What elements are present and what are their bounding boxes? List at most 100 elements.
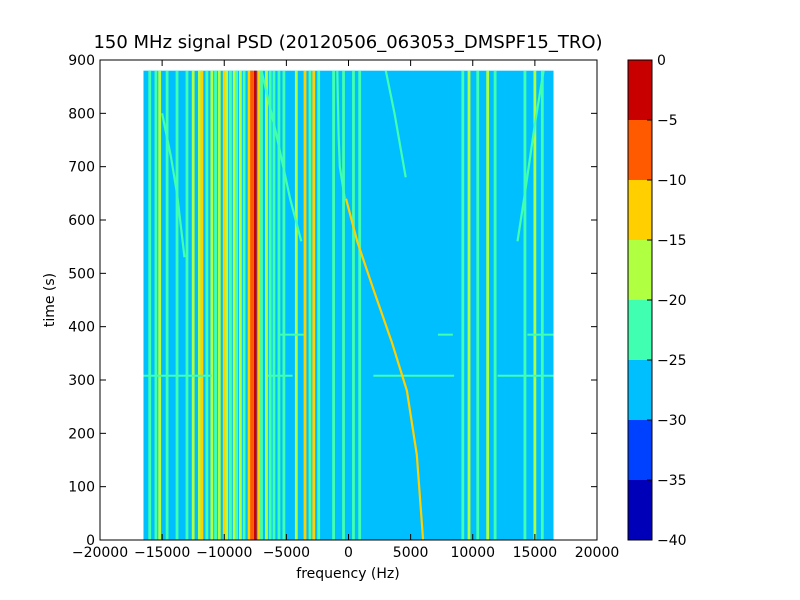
spectral-line xyxy=(257,70,261,541)
plot-area: −20000 −15000 −10000 −5000 0 5000 10000 15000 20… xyxy=(68,53,619,561)
spectral-line xyxy=(232,70,236,541)
spectral-line xyxy=(154,70,158,541)
y-tick-label: 900 xyxy=(68,53,95,69)
spectral-line xyxy=(493,70,497,541)
spectral-line xyxy=(317,70,321,541)
spectral-line xyxy=(260,70,263,541)
y-tick-label: 500 xyxy=(68,266,95,282)
spectral-line xyxy=(358,70,362,541)
spectral-line xyxy=(198,70,201,541)
x-tick-label: −10000 xyxy=(196,545,252,561)
y-axis-ticks: 0 100 200 300 400 500 600 700 800 900 xyxy=(68,53,597,549)
doppler-track xyxy=(516,70,545,242)
y-axis-label: time (s) xyxy=(42,273,58,327)
spectral-line xyxy=(294,70,298,541)
x-tick-label: 5000 xyxy=(393,545,429,561)
doppler-track xyxy=(336,70,346,199)
x-tick-label: 20000 xyxy=(575,545,620,561)
spectral-line xyxy=(225,70,229,541)
spectral-line xyxy=(214,70,217,541)
colorbar-band xyxy=(628,180,652,240)
x-tick-label: −5000 xyxy=(263,545,310,561)
spectral-line xyxy=(247,70,251,541)
spectral-line xyxy=(268,70,272,541)
horizontal-streak xyxy=(527,333,554,336)
colorbar-band xyxy=(628,240,652,300)
y-tick-label: 300 xyxy=(68,373,95,389)
doppler-track xyxy=(384,70,407,178)
spectral-line xyxy=(229,70,232,541)
spectral-line xyxy=(235,70,239,541)
heatmap xyxy=(143,70,554,541)
chart-title: 150 MHz signal PSD (20120506_063053_DMSP… xyxy=(93,32,602,53)
spectral-line xyxy=(352,70,355,541)
spectral-line xyxy=(239,70,242,541)
spectral-line xyxy=(200,70,204,541)
colorbar-tick-label: −5 xyxy=(657,113,678,129)
colorbar-tick-label: −15 xyxy=(657,233,687,249)
spectral-line xyxy=(253,70,257,541)
spectral-line xyxy=(222,70,226,541)
spectral-line xyxy=(308,70,312,541)
spectral-line xyxy=(210,70,214,541)
doppler-track xyxy=(344,198,425,541)
spectral-line xyxy=(265,70,268,541)
colorbar-band xyxy=(628,360,652,420)
spectral-line xyxy=(272,70,276,541)
x-tick-label: 0 xyxy=(344,545,353,561)
colorbar-tick-label: 0 xyxy=(657,53,666,69)
spectral-line xyxy=(205,70,209,541)
horizontal-streak xyxy=(267,374,293,377)
y-tick-label: 100 xyxy=(68,480,95,496)
heatmap-background xyxy=(143,70,554,541)
x-axis-ticks: −20000 −15000 −10000 −5000 0 5000 10000 15000 20… xyxy=(72,60,619,561)
spectral-line xyxy=(242,70,246,541)
spectral-line xyxy=(342,70,345,541)
horizontal-streak xyxy=(373,374,455,377)
colorbar-tick-label: −10 xyxy=(657,173,687,189)
spectral-line xyxy=(282,70,286,541)
horizontal-streak xyxy=(143,374,212,377)
spectral-line xyxy=(332,70,335,541)
y-tick-label: 400 xyxy=(68,320,95,336)
colorbar-band xyxy=(628,300,652,360)
spectral-line xyxy=(250,70,253,541)
colorbar-band xyxy=(628,480,652,540)
colorbar-tick-label: −40 xyxy=(657,533,687,549)
spectral-line xyxy=(185,70,189,541)
y-tick-label: 800 xyxy=(68,106,95,122)
colorbar-band xyxy=(628,60,652,120)
y-tick-label: 200 xyxy=(68,426,95,442)
spectral-line xyxy=(467,70,471,541)
spectral-line xyxy=(476,70,480,541)
colorbar-band xyxy=(628,120,652,180)
x-tick-label: −15000 xyxy=(134,545,190,561)
colorbar-tick-label: −30 xyxy=(657,413,687,429)
y-tick-label: 600 xyxy=(68,213,95,229)
doppler-track xyxy=(260,70,303,242)
colorbar: 0 −5 −10 −15 −20 −25 −30 −35 −40 xyxy=(627,53,687,549)
spectral-line xyxy=(191,70,195,541)
spectral-line xyxy=(158,70,162,541)
horizontal-streak xyxy=(280,333,304,336)
x-axis-label: frequency (Hz) xyxy=(296,566,399,582)
y-tick-label: 0 xyxy=(86,533,95,549)
colorbar-band xyxy=(628,420,652,480)
horizontal-streak xyxy=(437,333,453,336)
spectral-line xyxy=(303,70,307,541)
spectral-line xyxy=(523,70,527,541)
x-tick-label: 15000 xyxy=(513,545,558,561)
spectral-line xyxy=(533,70,537,541)
spectral-line xyxy=(461,70,465,541)
spectral-line xyxy=(217,70,221,541)
spectral-line xyxy=(312,70,316,541)
spectral-line xyxy=(175,70,179,541)
spectral-line xyxy=(540,70,544,541)
spectral-line xyxy=(148,70,152,541)
spectral-line xyxy=(486,70,490,541)
horizontal-streak xyxy=(497,374,554,377)
x-tick-label: −20000 xyxy=(72,545,128,561)
colorbar-tick-label: −35 xyxy=(657,473,687,489)
y-tick-label: 700 xyxy=(68,160,95,176)
